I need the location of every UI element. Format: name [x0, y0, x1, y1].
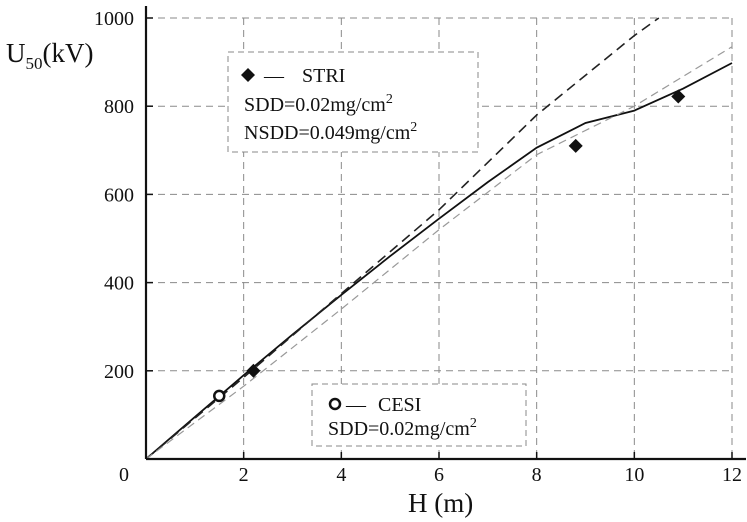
data-point-stri	[671, 89, 685, 103]
y-tick-label: 800	[104, 96, 134, 118]
legend-cesi-dash: —	[345, 394, 367, 416]
x-tick-label: 8	[532, 464, 542, 486]
x-tick-label: 0	[119, 464, 129, 486]
y-tick-label: 1000	[94, 8, 134, 30]
legend-stri-nsdd: NSDD=0.049mg/cm2	[244, 120, 417, 144]
legend-stri-dash: —	[263, 65, 285, 87]
legend-stri-name: STRI	[302, 65, 345, 87]
legend-stri: — STRI SDD=0.02mg/cm2 NSDD=0.049mg/cm2	[228, 52, 478, 152]
legend-stri-sdd: SDD=0.02mg/cm2	[244, 92, 393, 116]
data-point-cesi	[214, 391, 224, 401]
legend-cesi: — CESI SDD=0.02mg/cm2	[312, 384, 526, 446]
x-tick-label: 10	[624, 464, 644, 486]
x-tick-label: 2	[239, 464, 249, 486]
data-point-stri	[569, 139, 583, 153]
legend-cesi-name: CESI	[378, 394, 421, 416]
y-tick-label: 400	[104, 273, 134, 295]
x-tick-label: 6	[434, 464, 444, 486]
x-tick-label: 12	[722, 464, 742, 486]
x-tick-label: 4	[336, 464, 346, 486]
y-tick-label: 600	[104, 184, 134, 206]
x-axis-label: H (m)	[408, 488, 473, 518]
y-tick-label: 200	[104, 361, 134, 383]
data-point-stri	[246, 364, 260, 378]
y-axis-label: U50(kV)	[6, 38, 93, 73]
legend-cesi-sdd: SDD=0.02mg/cm2	[328, 416, 477, 440]
